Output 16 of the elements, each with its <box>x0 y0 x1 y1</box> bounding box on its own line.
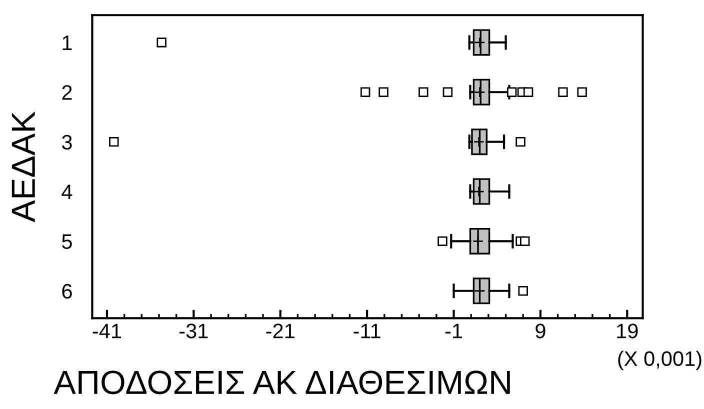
x-tick-label: -41 <box>92 324 122 338</box>
y-tick-label: 4 <box>62 184 72 200</box>
x-axis-title: ΑΠΟΔΟΣΕΙΣ ΑΚ ΔΙΑΘΕΣΙΜΩΝ <box>54 370 510 394</box>
x-tick-label: -21 <box>266 324 294 338</box>
x-tick-label: 19 <box>617 324 638 338</box>
y-tick-label: 3 <box>62 134 72 150</box>
x-tick-label: -31 <box>180 324 208 338</box>
y-tick-label: 2 <box>62 85 72 100</box>
y-tick-label: 6 <box>62 284 72 299</box>
x-tick-label: -1 <box>445 324 462 338</box>
x-tick-label: -11 <box>354 324 380 338</box>
text: (X 0,001) <box>618 350 702 370</box>
x-tick-label: 9 <box>536 324 546 338</box>
y-tick-label: 1 <box>62 36 72 50</box>
y-axis-title: ΑΕΔΑΚ <box>12 111 35 222</box>
y-tick-label: 5 <box>62 234 72 249</box>
